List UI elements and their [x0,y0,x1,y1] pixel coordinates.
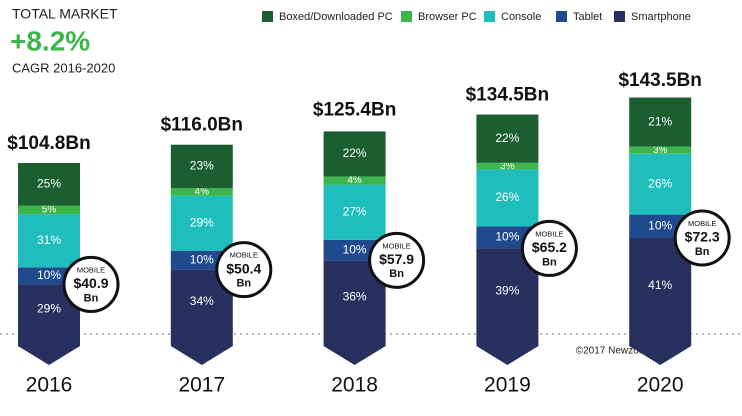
segment-label: 10% [190,252,214,266]
bar-segment [323,176,386,185]
segment-label: 36% [343,289,367,303]
x-tick-label: 2016 [26,374,73,397]
mobile-value: $72.3 [685,229,720,245]
x-tick-label: 2017 [178,374,225,397]
total-label: $143.5Bn [618,70,701,91]
mobile-value: $40.9 [73,275,108,291]
mobile-label: MOBILE [688,219,716,228]
mobile-unit: Bn [695,246,710,258]
bar-segment [18,214,80,268]
segment-label: 39% [495,283,519,297]
mobile-label: MOBILE [535,229,563,238]
bar-tail [629,334,692,365]
bar-segment [170,188,233,196]
segment-label: 3% [500,161,515,172]
bar-segment [170,144,233,189]
bar-segment [476,162,539,170]
segment-label: 4% [195,187,210,198]
bar-tail [323,334,386,365]
mobile-badge [62,255,120,313]
bar-segment [629,146,692,154]
bar-segment [629,153,692,215]
total-label: $134.5Bn [466,85,549,106]
subtitle: CAGR 2016-2020 [12,60,115,75]
segment-label: 10% [495,230,519,244]
segment-label: 26% [495,190,519,204]
mobile-badge [520,219,578,277]
legend-swatch [401,11,412,22]
x-tick-label: 2020 [637,374,684,397]
segment-label: 10% [648,218,672,232]
mobile-label: MOBILE [230,251,258,260]
bar-tail [476,334,539,365]
segment-label: 22% [495,131,519,145]
segment-label: 25% [37,177,61,191]
bar-segment [18,163,80,206]
segment-label: 3% [653,145,668,156]
x-tick-label: 2019 [484,374,531,397]
legend-swatch [614,11,625,22]
segment-label: 5% [42,205,57,216]
mobile-badge [673,209,731,267]
segment-label: 29% [37,301,61,315]
mobile-unit: Bn [84,292,99,304]
bar-segment [476,169,539,227]
bar-segment [476,114,539,163]
segment-label: 29% [190,215,214,229]
bar-segment [170,195,233,251]
segment-label: 10% [37,268,61,282]
legend-label: Console [501,11,541,23]
segment-label: 10% [343,242,367,256]
total-label: $116.0Bn [161,115,243,136]
credit: ©2017 Newzoo [576,346,645,357]
total-label: $104.8Bn [7,133,90,154]
bar-segment [18,205,80,215]
mobile-label: MOBILE [77,265,105,274]
mobile-unit: Bn [236,278,251,290]
segment-label: 41% [648,278,672,292]
legend-label: Boxed/Downloaded PC [279,11,393,23]
bar-segment [629,97,692,147]
segment-label: 4% [347,175,362,186]
segment-label: 26% [648,176,672,190]
segment-label: 31% [37,233,61,247]
legend-label: Smartphone [631,11,691,23]
legend-label: Tablet [573,11,602,23]
bar-tail [170,334,233,365]
segment-label: 27% [343,204,367,218]
mobile-unit: Bn [542,256,557,268]
legend-swatch [262,11,273,22]
segment-label: 22% [343,146,367,160]
mobile-label: MOBILE [382,241,410,250]
mobile-badge [215,241,273,299]
mobile-value: $50.4 [226,260,261,276]
legend-swatch [484,11,495,22]
mobile-value: $57.9 [379,251,414,267]
total-label: $125.4Bn [313,99,396,120]
legend-label: Browser PC [418,11,477,23]
chart-title: TOTAL MARKET [12,6,118,22]
mobile-value: $65.2 [532,239,567,255]
segment-label: 23% [190,159,214,173]
segment-label: 21% [648,114,672,128]
headline: +8.2% [10,25,90,56]
legend-swatch [556,11,567,22]
bar-segment [323,184,386,240]
bar-tail [18,334,80,365]
mobile-badge [368,231,426,289]
mobile-unit: Bn [389,268,404,280]
segment-label: 34% [190,294,214,308]
x-tick-label: 2018 [331,374,378,397]
bar-segment [323,131,386,177]
